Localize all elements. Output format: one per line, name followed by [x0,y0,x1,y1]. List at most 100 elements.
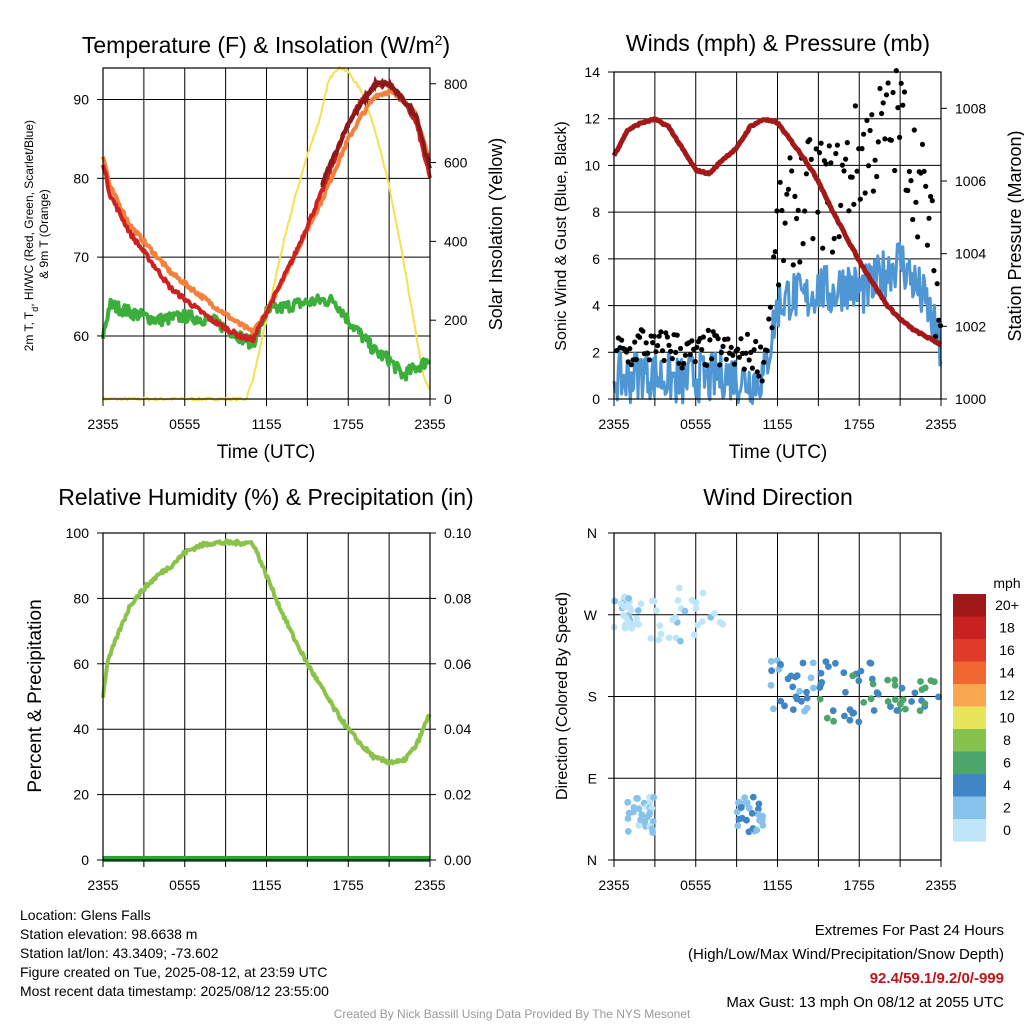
legend-label: 0 [1003,822,1011,838]
gust-point [655,343,661,349]
direction-point [741,794,748,801]
gust-point [637,334,643,340]
gust-point [851,201,857,207]
direction-point [627,606,635,614]
direction-point [754,805,762,813]
legend-label: 6 [1003,755,1011,771]
gust-point [741,366,747,372]
gust-point [841,168,847,174]
direction-point [681,607,689,615]
gust-point [869,112,875,118]
y2-tick-label: 0.00 [444,852,471,868]
gust-point [810,236,816,242]
direction-point [656,622,664,630]
direction-point [874,690,882,698]
gust-point [905,187,911,194]
humidity-panel: Relative Humidity (%) & Precipitation (i… [25,484,474,893]
temperature-panel-title: Temperature (F) & Insolation (W/m2) [82,32,450,58]
gust-point [728,344,734,350]
gust-point [906,168,913,175]
gust-point [911,127,917,133]
direction-point [669,616,677,624]
direction-point [637,816,644,824]
gust-point [677,345,684,352]
direction-point [625,809,633,817]
direction-point [921,700,929,707]
gust-point [751,347,757,353]
direction-point [622,614,630,621]
gust-point [787,155,793,161]
gust-point [663,330,669,336]
gust-point [789,168,795,174]
gust-point [800,241,806,247]
gust-point [831,235,837,242]
direction-point [893,707,901,714]
gust-point [754,369,760,375]
gust-point [934,281,940,287]
gust-point [646,357,653,363]
gust-point [867,127,873,134]
y2-tick-label: 1004 [955,246,986,262]
gust-point [776,282,782,288]
gust-point [640,328,646,334]
legend-swatch [953,661,986,684]
direction-point [884,698,892,705]
direction-point [646,809,654,817]
direction-point [625,595,633,602]
time-tick-label: 0555 [680,416,711,432]
legend-label: 8 [1003,732,1011,748]
gust-point [834,142,841,148]
gust-point [772,249,778,255]
gust-point [633,356,639,363]
direction-point [897,700,904,708]
gust-point [650,340,656,346]
gust-point [759,378,765,384]
direction-point [777,660,784,668]
y2-tick-label: 0.10 [444,525,471,541]
direction-point [624,828,632,835]
gust-point [910,216,916,223]
gust-point [614,348,620,354]
direction-point [917,678,924,685]
gust-point [924,242,931,248]
direction-point [690,631,698,639]
direction-point [891,676,899,684]
direction-point [719,620,727,628]
gust-point [736,354,742,360]
y2-tick-label: 400 [444,233,468,249]
direction-point [775,666,783,673]
gust-point [808,156,814,162]
direction-point [749,793,757,801]
gust-point [756,373,762,379]
direction-point [857,667,865,675]
gust-point [870,188,877,194]
gust-point [857,196,863,202]
gust-point [782,220,788,226]
temperature-ylabel2: Solar Insolation (Yellow) [486,138,506,330]
legend-label: 2 [1003,800,1011,816]
gust-point [681,360,687,367]
time-tick-label: 1155 [251,416,281,432]
direction-point [816,695,824,703]
direction-point [634,795,641,802]
direction-point [842,688,849,696]
gust-point [784,191,790,197]
direction-point [869,680,877,688]
y-tick-label: 2 [592,344,600,360]
y-tick-label: 14 [584,64,600,80]
heat-index-line [320,75,432,188]
gust-point [744,331,751,337]
gust-point [888,137,895,143]
gust-point [738,336,744,342]
gust-point [843,156,849,162]
direction-point [635,821,643,829]
time-tick-label: 1155 [762,416,792,432]
gust-point [895,105,901,111]
direction-point [930,678,938,686]
y-tick-label: 12 [584,111,600,127]
direction-point [841,712,848,720]
gust-point [771,254,777,260]
gust-point [651,333,657,339]
y2-tick-label: 0 [444,391,452,407]
